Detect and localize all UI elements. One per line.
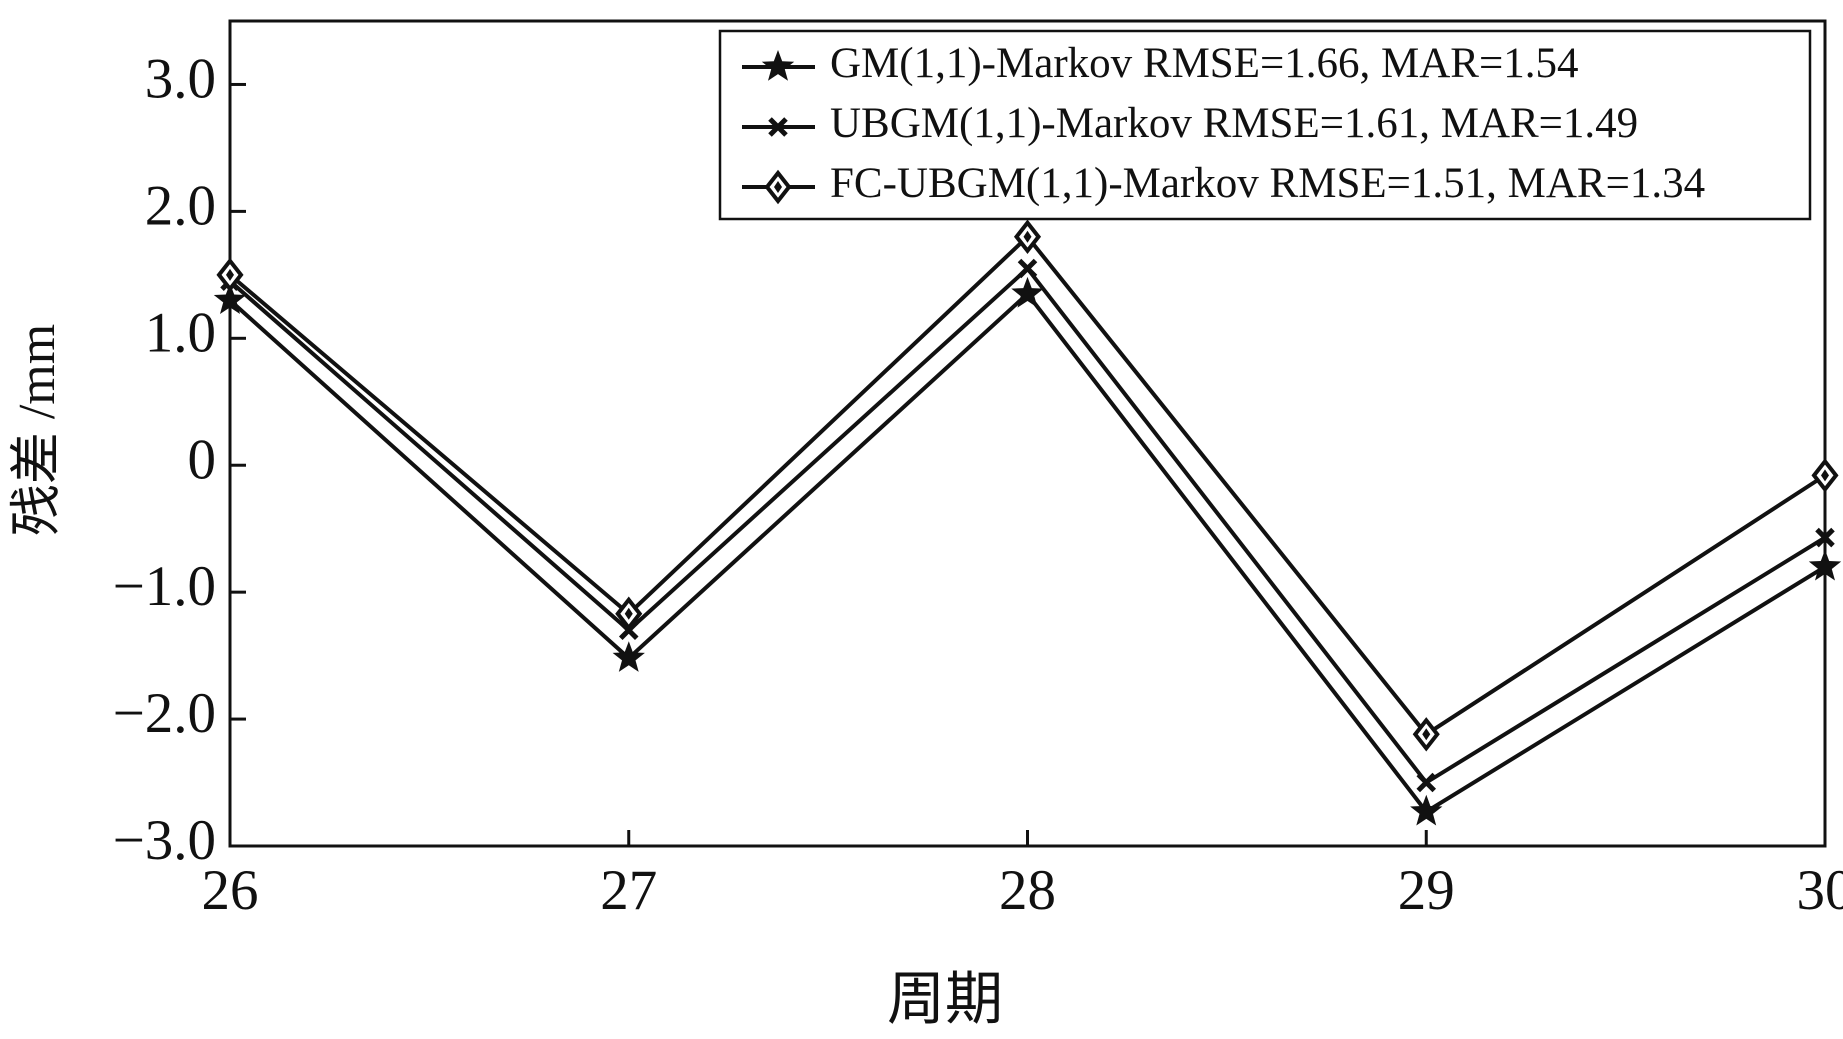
marker-x bbox=[768, 117, 788, 137]
marker-diamond bbox=[1811, 458, 1839, 493]
y-tick-label: −3.0 bbox=[113, 809, 216, 872]
legend-label: UBGM(1,1)-Markov RMSE=1.61, MAR=1.49 bbox=[830, 100, 1638, 147]
diamond-inner bbox=[624, 607, 633, 620]
diamond-inner bbox=[1422, 728, 1431, 741]
marker-x bbox=[1815, 527, 1835, 548]
marker-x bbox=[1017, 258, 1038, 279]
diamond-inner bbox=[774, 181, 782, 193]
y-tick-label: 1.0 bbox=[145, 301, 216, 364]
series-line bbox=[228, 233, 1827, 737]
marker-star bbox=[1011, 276, 1044, 308]
x-tick-label: 26 bbox=[202, 859, 259, 922]
marker-diamond bbox=[216, 257, 244, 293]
y-tick-label: 2.0 bbox=[145, 174, 216, 237]
marker-diamond bbox=[1013, 219, 1042, 255]
legend-box bbox=[718, 29, 1812, 221]
x-tick-label: 27 bbox=[600, 859, 657, 922]
y-axis-label: 残差 /mm bbox=[9, 324, 66, 536]
y-tick-label: −1.0 bbox=[113, 555, 216, 618]
x-axis-label: 周期 bbox=[887, 966, 1003, 1031]
marker-diamond bbox=[764, 169, 792, 205]
x-tick-label: 29 bbox=[1398, 859, 1455, 922]
marker-diamond bbox=[1412, 717, 1440, 752]
marker-x bbox=[1416, 772, 1437, 793]
marker-star bbox=[761, 50, 795, 81]
diamond-inner bbox=[1821, 469, 1829, 482]
marker-star bbox=[1410, 794, 1443, 826]
series-line bbox=[228, 265, 1827, 786]
legend-label: FC-UBGM(1,1)-Markov RMSE=1.51, MAR=1.34 bbox=[830, 160, 1705, 207]
diamond-inner bbox=[226, 268, 234, 281]
legend-label: GM(1,1)-Markov RMSE=1.66, MAR=1.54 bbox=[830, 40, 1578, 87]
x-tick-label: 30 bbox=[1797, 859, 1843, 922]
series-line bbox=[228, 290, 1827, 815]
y-tick-label: 3.0 bbox=[145, 48, 216, 111]
marker-star bbox=[213, 283, 247, 314]
marker-diamond bbox=[615, 596, 643, 631]
marker-star bbox=[612, 641, 645, 672]
x-tick-label: 28 bbox=[999, 859, 1056, 922]
y-tick-label: −2.0 bbox=[113, 682, 216, 745]
y-tick-label: 0 bbox=[188, 428, 217, 491]
diamond-inner bbox=[1023, 230, 1032, 243]
marker-star bbox=[1808, 549, 1842, 581]
